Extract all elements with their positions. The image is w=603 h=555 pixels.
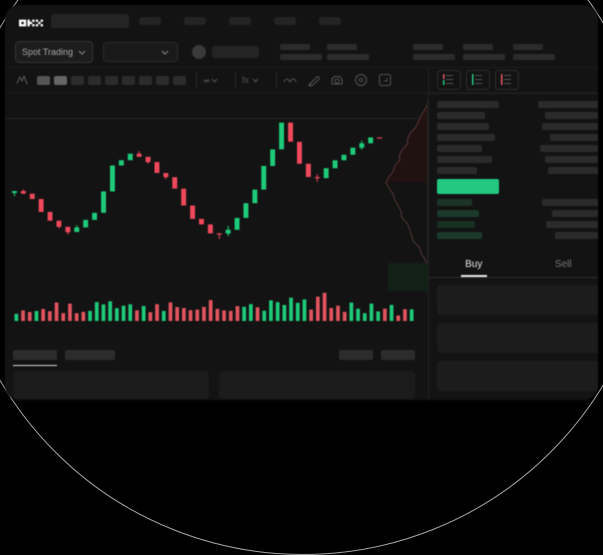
svg-text:fx: fx <box>242 75 250 85</box>
